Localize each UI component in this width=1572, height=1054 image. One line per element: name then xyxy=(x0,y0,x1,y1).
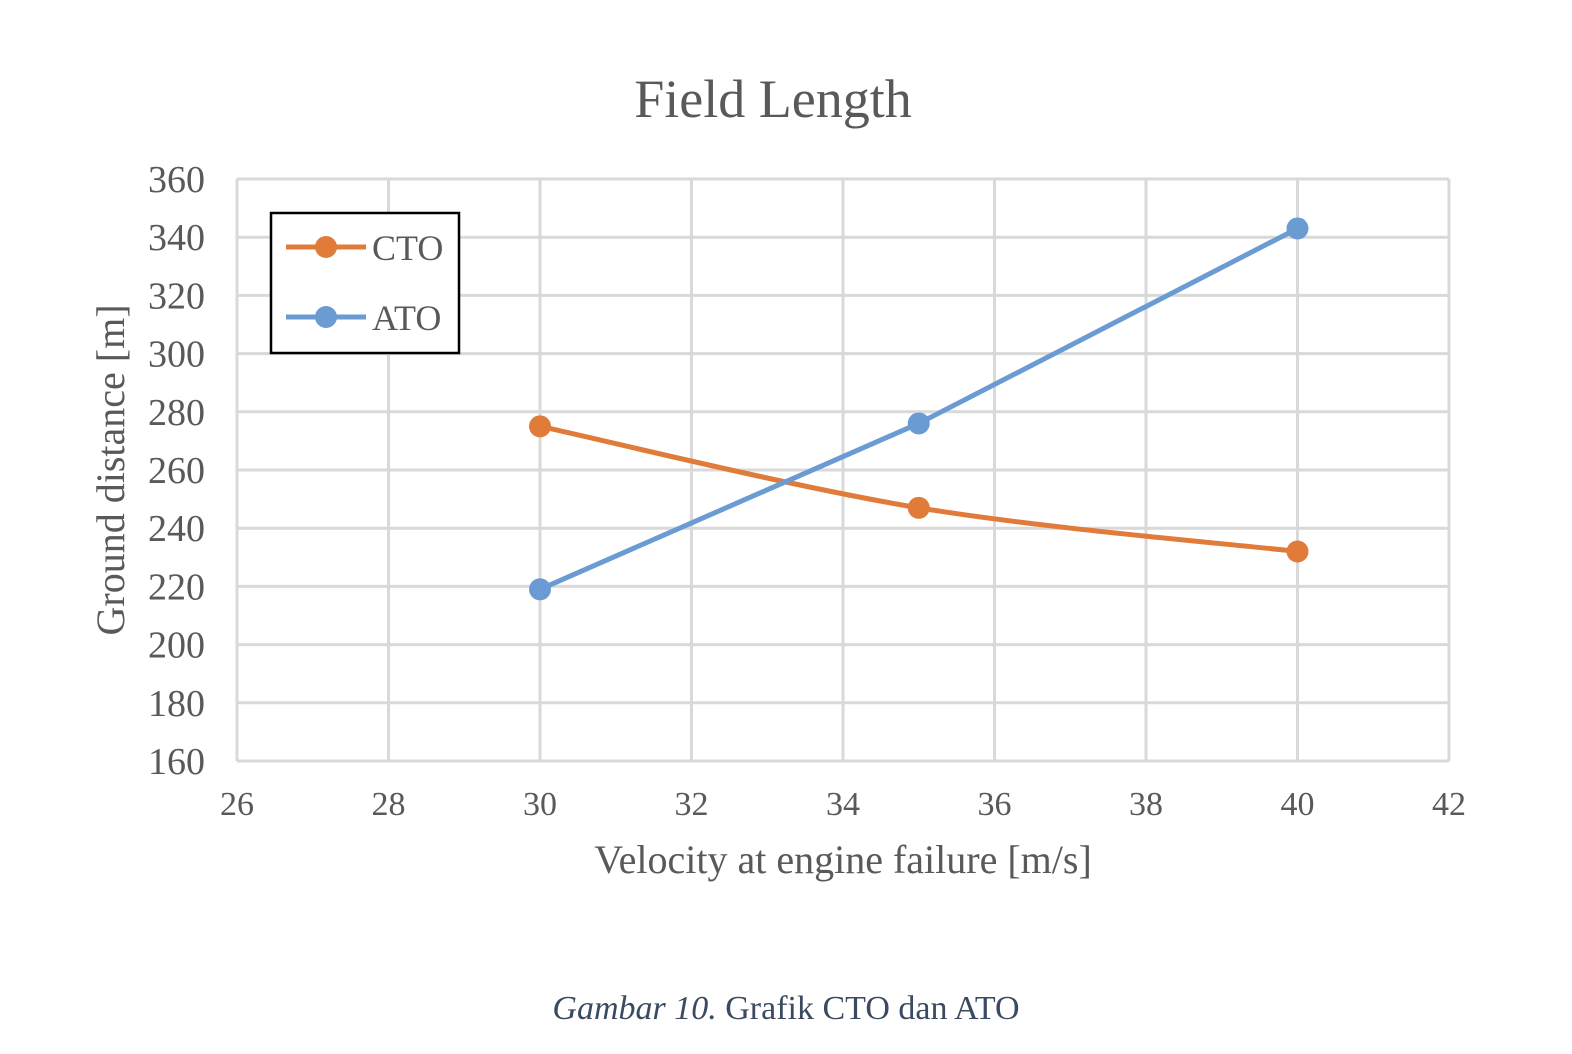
x-axis-label: Velocity at engine failure [m/s] xyxy=(594,837,1092,882)
data-point-cto xyxy=(529,415,551,438)
series-ato xyxy=(529,217,1309,601)
x-tick-label: 30 xyxy=(523,786,557,823)
data-point-cto xyxy=(907,496,930,519)
x-tick-label: 42 xyxy=(1432,786,1466,823)
data-point-ato xyxy=(907,412,930,435)
y-tick-label: 220 xyxy=(148,566,205,608)
x-tick-label: 36 xyxy=(978,786,1012,823)
x-tick-label: 40 xyxy=(1281,786,1315,823)
legend-label-cto: CTO xyxy=(372,228,443,268)
x-tick-label: 32 xyxy=(675,786,709,823)
y-tick-label: 200 xyxy=(148,625,205,667)
legend-marker-ato xyxy=(315,306,337,328)
caption-lead: Gambar 10. xyxy=(552,990,717,1027)
series-cto xyxy=(529,415,1309,563)
data-point-cto xyxy=(1286,540,1309,563)
x-tick-label: 26 xyxy=(220,786,254,823)
series-line-cto xyxy=(539,423,1298,554)
figure-caption: Gambar 10. Grafik CTO dan ATO xyxy=(0,990,1572,1028)
legend-label-ato: ATO xyxy=(372,298,441,338)
y-axis-label: Ground distance [m] xyxy=(88,304,133,635)
series-layer xyxy=(529,217,1309,601)
series-line-ato xyxy=(538,226,1299,592)
data-point-ato xyxy=(1286,217,1309,240)
legend: CTO ATO xyxy=(269,211,461,355)
y-tick-label: 300 xyxy=(148,334,205,376)
legend-marker-cto xyxy=(315,236,337,258)
chart-title: Field Length xyxy=(634,69,911,129)
y-tick-label: 260 xyxy=(148,450,205,492)
y-tick-label: 360 xyxy=(148,159,205,201)
axes: 26 28 30 32 34 36 38 40 42 160 180 200 220 240 260 280 3… xyxy=(148,159,1466,823)
legend-box xyxy=(269,211,461,355)
caption-text: Grafik CTO dan ATO xyxy=(716,990,1020,1027)
x-tick-label: 34 xyxy=(826,786,860,823)
y-tick-label: 320 xyxy=(148,275,205,317)
y-tick-label: 340 xyxy=(148,217,205,259)
y-tick-label: 160 xyxy=(148,741,205,783)
data-point-ato xyxy=(529,578,551,601)
x-tick-label: 38 xyxy=(1129,786,1163,823)
y-tick-label: 180 xyxy=(148,683,205,725)
y-tick-label: 280 xyxy=(148,392,205,434)
grid-lines xyxy=(235,177,1451,763)
x-tick-label: 28 xyxy=(372,786,406,823)
y-tick-label: 240 xyxy=(148,508,205,550)
